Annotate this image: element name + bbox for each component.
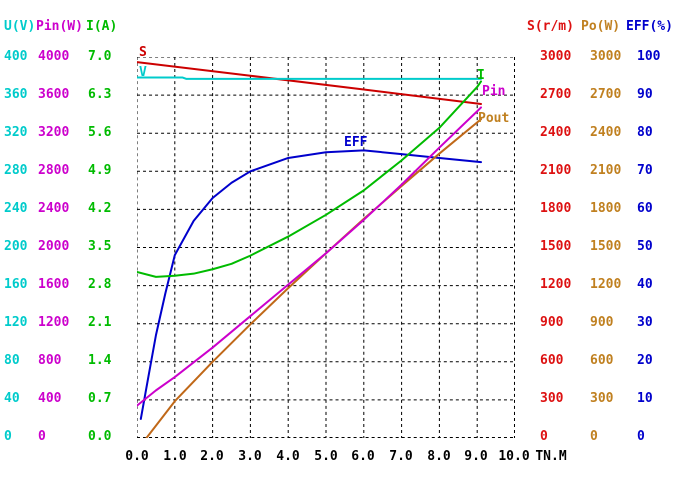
curve-v: [137, 76, 483, 80]
axis-tick-label: 4.2: [88, 201, 112, 216]
axis-tick-label: 2700: [540, 87, 572, 102]
curve-pin: [137, 106, 483, 407]
axis-tick-label: 50: [637, 239, 653, 254]
axis-header: EFF(%): [626, 19, 673, 34]
axis-tick-label: 1200: [590, 277, 622, 292]
axis-tick-label: 120: [4, 315, 28, 330]
axis-tick-label: 1800: [540, 201, 572, 216]
axis-tick-label: 90: [637, 87, 653, 102]
axis-tick-label: 160: [4, 277, 28, 292]
curve-pout: [145, 118, 483, 438]
x-tick-label: 8.0: [427, 449, 451, 464]
axis-tick-label: 0: [38, 429, 46, 444]
x-tick-label: 10.0: [498, 449, 530, 464]
axis-tick-label: 2800: [38, 163, 70, 178]
axis-tick-label: 400: [38, 391, 62, 406]
curve-label-eff: EFF: [344, 135, 368, 150]
axis-tick-label: 2000: [38, 239, 70, 254]
axis-tick-label: 80: [637, 125, 653, 140]
x-tick-label: 5.0: [314, 449, 338, 464]
axis-header: U(V): [4, 19, 36, 34]
axis-tick-label: 600: [590, 353, 614, 368]
axis-tick-label: 360: [4, 87, 28, 102]
axis-tick-label: 1200: [38, 315, 70, 330]
curve-label-v: V: [139, 65, 147, 80]
axis-header: I(A): [86, 19, 118, 34]
x-tick-label: 3.0: [238, 449, 262, 464]
axis-tick-label: 1500: [590, 239, 622, 254]
axis-tick-label: 0: [4, 429, 12, 444]
curve-label-pin: Pin: [482, 84, 506, 99]
axis-tick-label: 200: [4, 239, 28, 254]
axis-tick-label: 80: [4, 353, 20, 368]
axis-tick-label: 1.4: [88, 353, 112, 368]
axis-tick-label: 2400: [540, 125, 572, 140]
axis-tick-label: 100: [637, 49, 661, 64]
axis-tick-label: 2700: [590, 87, 622, 102]
x-tick-label: 0.0: [125, 449, 149, 464]
x-tick-label: 1.0: [163, 449, 187, 464]
axis-tick-label: 0: [637, 429, 645, 444]
axis-tick-label: 1200: [540, 277, 572, 292]
axis-tick-label: 320: [4, 125, 28, 140]
axis-tick-label: 40: [4, 391, 20, 406]
axis-tick-label: 1800: [590, 201, 622, 216]
axis-tick-label: 5.6: [88, 125, 112, 140]
axis-tick-label: 2400: [38, 201, 70, 216]
axis-tick-label: 6.3: [88, 87, 112, 102]
axis-tick-label: 900: [540, 315, 564, 330]
axis-tick-label: 2.8: [88, 277, 112, 292]
curve-label-s: S: [139, 45, 147, 60]
x-axis-title: TN.M: [535, 449, 567, 464]
axis-tick-label: 0: [540, 429, 548, 444]
axis-tick-label: 600: [540, 353, 564, 368]
axis-tick-label: 30: [637, 315, 653, 330]
axis-tick-label: 4.9: [88, 163, 112, 178]
axis-tick-label: 800: [38, 353, 62, 368]
curve-s: [137, 61, 483, 106]
axis-tick-label: 3200: [38, 125, 70, 140]
axis-tick-label: 0.0: [88, 429, 112, 444]
axis-tick-label: 4000: [38, 49, 70, 64]
x-tick-label: 6.0: [351, 449, 375, 464]
axis-tick-label: 3000: [540, 49, 572, 64]
axis-tick-label: 3000: [590, 49, 622, 64]
axis-header: Po(W): [581, 19, 621, 34]
x-tick-label: 7.0: [389, 449, 413, 464]
x-tick-label: 4.0: [276, 449, 300, 464]
axis-tick-label: 1600: [38, 277, 70, 292]
curve-i: [137, 80, 483, 278]
axis-header: Pin(W): [36, 19, 83, 34]
axis-tick-label: 300: [540, 391, 564, 406]
axis-tick-label: 20: [637, 353, 653, 368]
axis-tick-label: 300: [590, 391, 614, 406]
axis-tick-label: 70: [637, 163, 653, 178]
axis-tick-label: 2.1: [88, 315, 112, 330]
axis-tick-label: 3.5: [88, 239, 112, 254]
axis-tick-label: 2100: [540, 163, 572, 178]
axis-tick-label: 10: [637, 391, 653, 406]
axis-tick-label: 280: [4, 163, 28, 178]
axis-tick-label: 0.7: [88, 391, 112, 406]
axis-tick-label: 0: [590, 429, 598, 444]
curve-label-pout: Pout: [478, 111, 510, 126]
x-tick-label: 2.0: [200, 449, 224, 464]
curve-eff: [139, 149, 483, 420]
axis-tick-label: 40: [637, 277, 653, 292]
axis-tick-label: 900: [590, 315, 614, 330]
curves-canvas: [137, 57, 515, 438]
axis-tick-label: 3600: [38, 87, 70, 102]
axis-tick-label: 2100: [590, 163, 622, 178]
axis-tick-label: 400: [4, 49, 28, 64]
axis-tick-label: 2400: [590, 125, 622, 140]
axis-tick-label: 240: [4, 201, 28, 216]
curve-label-i: I: [477, 68, 485, 83]
x-tick-label: 9.0: [464, 449, 488, 464]
axis-tick-label: 60: [637, 201, 653, 216]
axis-tick-label: 7.0: [88, 49, 112, 64]
axis-header: S(r/m): [527, 19, 574, 34]
axis-tick-label: 1500: [540, 239, 572, 254]
